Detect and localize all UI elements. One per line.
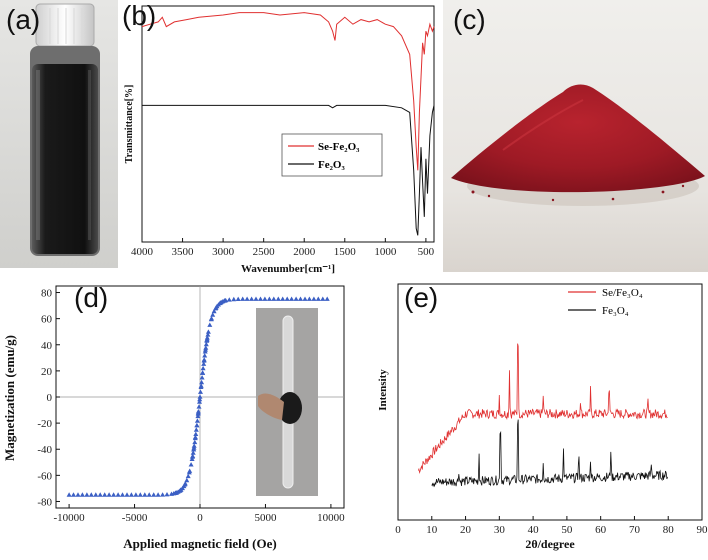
xrd-legend-label-0: Se/Fe₃O₄ xyxy=(602,287,643,299)
ftir-xtick-label: 2500 xyxy=(253,246,276,258)
ftir-legend-label-0: Se-Fe₂O₃ xyxy=(318,141,360,153)
panel-e-label: (e) xyxy=(404,282,438,314)
ftir-xtick-label: 4000 xyxy=(131,246,154,258)
ftir-chart: Transmittance[%] Wavenumber[cm⁻¹] 4000 35… xyxy=(118,0,440,278)
ftir-ylabel: Transmittance[%] xyxy=(124,85,135,164)
panel-a-label: (a) xyxy=(6,4,40,36)
xrd-xtick-label: 80 xyxy=(663,524,675,536)
xrd-ylabel: Intensity xyxy=(377,369,389,411)
panel-c: (c) xyxy=(443,0,708,272)
panel-a: (a) xyxy=(0,0,118,268)
mag-xtick-label: 0 xyxy=(197,512,203,524)
red-powder-photo xyxy=(443,0,708,272)
panel-b: Transmittance[%] Wavenumber[cm⁻¹] 4000 35… xyxy=(118,0,440,278)
panel-d-label: (d) xyxy=(74,282,108,314)
mag-xlabel: Applied magnetic field (Oe) xyxy=(123,536,276,551)
ftir-xtick-label: 3500 xyxy=(172,246,195,258)
ftir-xtick-label: 500 xyxy=(418,246,435,258)
mag-xtick-label: 10000 xyxy=(317,512,345,524)
ftir-xlabel: Wavenumber[cm⁻¹] xyxy=(241,263,335,275)
xrd-legend-label-1: Fe₃O₄ xyxy=(602,305,629,317)
xrd-xtick-label: 40 xyxy=(528,524,540,536)
mag-ytick-label: 20 xyxy=(41,366,53,378)
panel-c-label: (c) xyxy=(453,4,486,36)
mag-ylabel: Magnetization (emu/g) xyxy=(2,335,17,461)
ftir-xtick-label: 1000 xyxy=(374,246,397,258)
mag-ytick-label: -40 xyxy=(37,444,52,456)
mag-ytick-label: 40 xyxy=(41,340,53,352)
xrd-plot-frame xyxy=(398,284,702,520)
mag-ytick-label: 0 xyxy=(47,392,53,404)
xrd-xtick-label: 60 xyxy=(595,524,607,536)
ftir-xtick-label: 2000 xyxy=(293,246,316,258)
xrd-xtick-label: 30 xyxy=(494,524,506,536)
xrd-xtick-label: 0 xyxy=(395,524,401,536)
xrd-xtick-label: 50 xyxy=(561,524,573,536)
xrd-xlabel: 2θ/degree xyxy=(525,537,575,551)
mag-xtick-label: -5000 xyxy=(122,512,148,524)
mag-ytick-label: 80 xyxy=(41,288,53,300)
xrd-xtick-label: 20 xyxy=(460,524,472,536)
ftir-xtick-label: 3000 xyxy=(212,246,235,258)
mag-ytick-label: -60 xyxy=(37,470,52,482)
vial-photo xyxy=(0,0,118,268)
mag-xtick-label: -10000 xyxy=(54,512,86,524)
magnetization-chart: -10000 -5000 0 5000 10000 80 60 40 20 0 -20 -40 -60 -… xyxy=(0,278,350,555)
panel-d: -10000 -5000 0 5000 10000 80 60 40 20 0 -20 -40 -60 -… xyxy=(0,278,350,555)
ftir-plot-frame xyxy=(142,6,434,242)
xrd-xtick-label: 10 xyxy=(426,524,438,536)
xrd-xtick-label: 70 xyxy=(629,524,641,536)
ftir-xtick-label: 1500 xyxy=(334,246,357,258)
panel-e: 0 10 20 30 40 50 60 70 80 90 Se/Fe₃O₄ Fe₃O₄ Inten… xyxy=(352,278,708,555)
mag-xtick-label: 5000 xyxy=(254,512,277,524)
mag-ytick-label: -80 xyxy=(37,496,52,508)
mag-ytick-label: 60 xyxy=(41,314,53,326)
ftir-legend-label-1: Fe₂O₃ xyxy=(318,159,345,171)
xrd-chart: 0 10 20 30 40 50 60 70 80 90 Se/Fe₃O₄ Fe₃O₄ Inten… xyxy=(352,278,708,555)
mag-ytick-label: -20 xyxy=(37,418,52,430)
panel-b-label: (b) xyxy=(122,0,156,32)
xrd-xtick-label: 90 xyxy=(697,524,708,536)
